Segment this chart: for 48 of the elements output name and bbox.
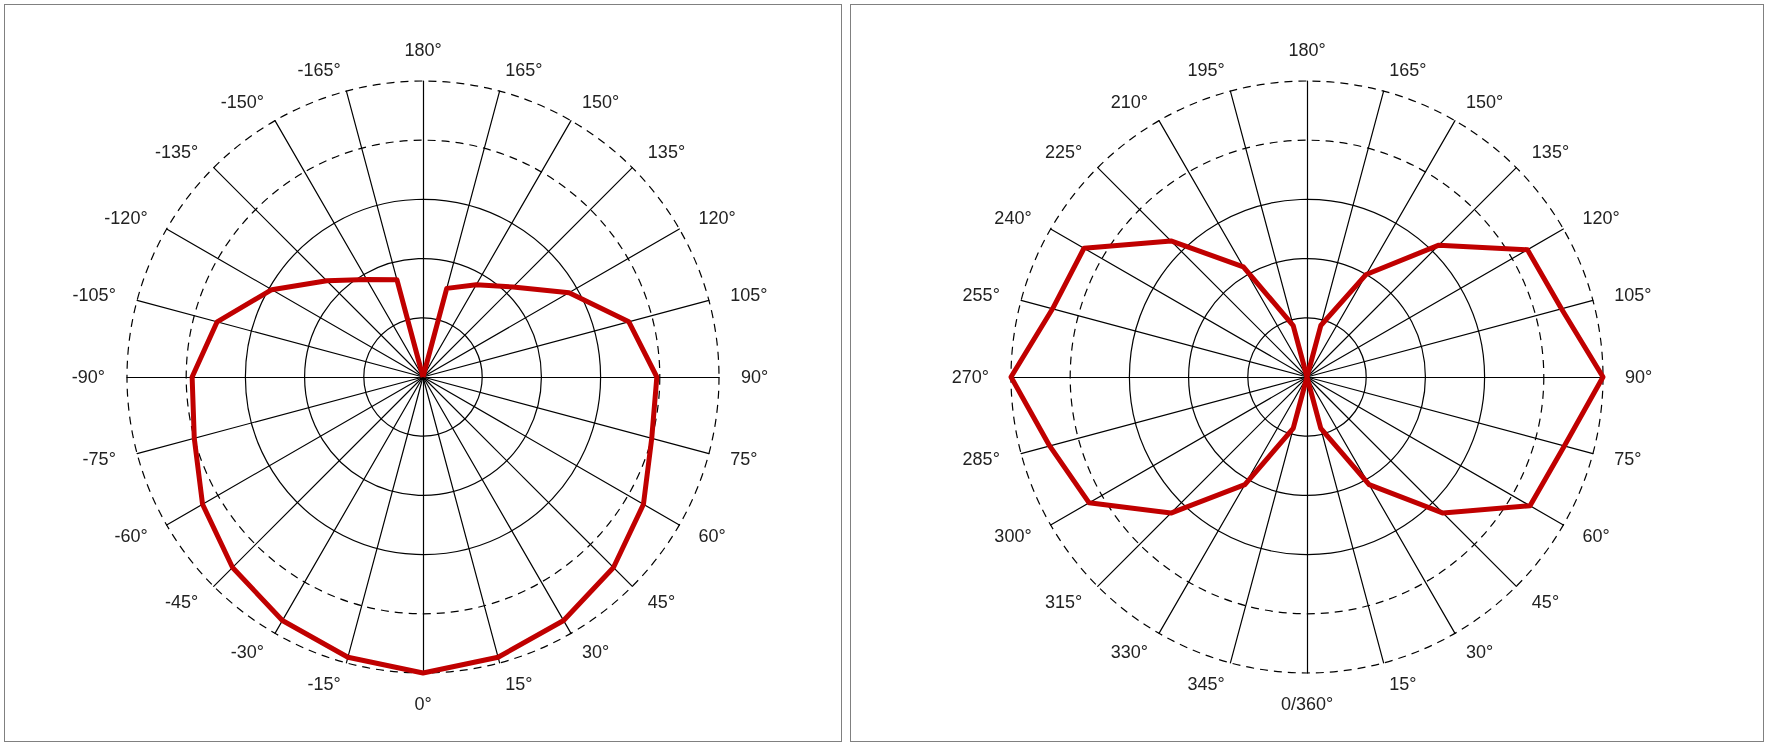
spoke-label: -90° <box>71 367 105 387</box>
spoke-label: 15° <box>1389 674 1417 695</box>
spoke-label: 225° <box>1044 142 1083 163</box>
spoke-label: 105° <box>1614 284 1652 305</box>
spoke-label: -135° <box>154 142 199 163</box>
spoke-label: 135° <box>1531 142 1570 163</box>
spoke-label: 255° <box>962 284 1000 305</box>
spoke-label: 180° <box>404 40 442 60</box>
spoke-label: 75° <box>730 449 758 470</box>
spoke-label: 180° <box>1288 40 1326 60</box>
spoke-label: 165° <box>1389 59 1427 80</box>
spoke-label: 30° <box>582 642 610 663</box>
spoke-label: 195° <box>1187 59 1225 80</box>
spoke-label: 210° <box>1110 91 1148 112</box>
spoke-label: 270° <box>951 367 989 387</box>
spoke-label: -45° <box>164 591 199 612</box>
spoke-label: -150° <box>220 91 264 112</box>
spoke-label: 285° <box>962 449 1000 470</box>
spoke-label: 135° <box>647 142 686 163</box>
spoke-label: 300° <box>994 526 1032 546</box>
spoke-label: 45° <box>1531 591 1560 612</box>
spoke-label: -30° <box>230 642 264 663</box>
spoke-label: 30° <box>1466 642 1494 663</box>
spoke-label: 60° <box>1582 526 1610 546</box>
spoke-label: 90° <box>741 367 769 387</box>
spoke-label: 15° <box>505 674 533 695</box>
spoke-label: 345° <box>1187 674 1225 695</box>
spoke-label: -60° <box>114 526 148 546</box>
spoke-label: -165° <box>297 59 341 80</box>
spoke-label: 165° <box>505 59 543 80</box>
spoke-label: 45° <box>647 591 676 612</box>
spoke-label: 90° <box>1625 367 1653 387</box>
spoke-label: 75° <box>1614 449 1642 470</box>
spoke-label: -75° <box>82 449 116 470</box>
spoke-label: 0/360° <box>1280 694 1334 714</box>
spoke-label: 240° <box>994 208 1032 228</box>
spoke-label: -105° <box>72 284 116 305</box>
spoke-label: 120° <box>698 208 736 228</box>
spoke-label: -120° <box>104 208 148 228</box>
spoke-label: 0° <box>414 694 432 714</box>
spoke-label: 150° <box>1466 91 1504 112</box>
spoke-label: 150° <box>582 91 620 112</box>
spoke-label: 60° <box>698 526 726 546</box>
spoke-label: 120° <box>1582 208 1620 228</box>
spoke-label: -15° <box>307 674 341 695</box>
spoke-label: 330° <box>1110 642 1148 663</box>
spoke-label: 315° <box>1044 591 1083 612</box>
spoke-label: 105° <box>730 284 768 305</box>
